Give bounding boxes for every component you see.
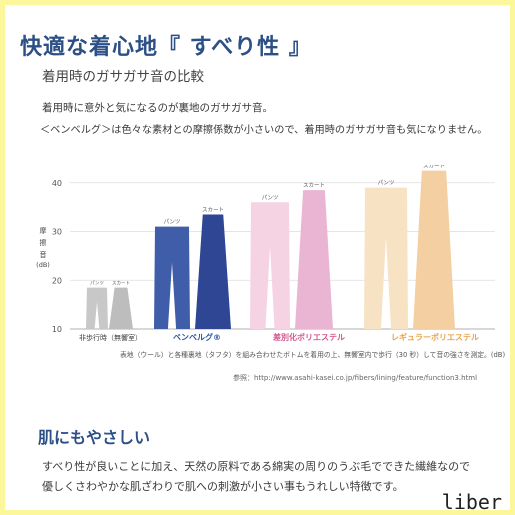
y-tick-label: 30 xyxy=(52,228,62,237)
section2-line-1: すべり性が良いことに加え、天然の原料である綿実の周りのうぶ毛でできた繊維なので xyxy=(42,460,471,473)
bar-label-pants: パンツ xyxy=(262,194,279,201)
y-tick-label: 10 xyxy=(52,325,62,334)
page-title: 快適な着心地『 すべり性 』 xyxy=(20,35,312,60)
watermark: liber xyxy=(441,490,502,514)
bar-label-skirt: スカート xyxy=(112,281,130,287)
bar-label-skirt: スカート xyxy=(303,182,325,189)
intro-line-2: ＜ベンベルグ＞は色々な素材との摩擦係数が小さいので、着用時のガサガサ音も気になり… xyxy=(40,125,488,136)
page-subtitle: 着用時のガサガサ音の比較 xyxy=(42,69,204,85)
bar-skirt xyxy=(413,170,455,329)
bar-label-pants: パンツ xyxy=(90,281,104,287)
y-axis-label: 音 xyxy=(40,250,47,259)
y-tick-label: 40 xyxy=(52,179,62,188)
y-tick-label: 20 xyxy=(52,276,62,285)
y-axis-label: 擦 xyxy=(40,238,47,247)
bar-pants xyxy=(154,226,190,329)
category-label: 非歩行時（無響室） xyxy=(79,333,142,342)
bar-skirt xyxy=(109,287,133,329)
section2-title: 肌にもやさしい xyxy=(38,428,151,447)
bar-label-skirt: スカート xyxy=(423,165,445,170)
y-axis-unit: (dB) xyxy=(36,261,50,269)
reference-link[interactable]: 参照：http://www.asahi-kasei.co.jp/fibers/l… xyxy=(233,374,478,382)
bar-pants xyxy=(86,287,108,329)
y-axis-label: 摩 xyxy=(40,226,47,235)
intro-line-1: 着用時に意外と気になるのが裏地のガサガサ音。 xyxy=(42,102,273,114)
bar-pants xyxy=(250,202,290,329)
bar-label-skirt: スカート xyxy=(202,206,224,213)
section2-line-2: 優しくさわやかな肌ざわりで肌への刺激が小さい事もうれしい特徴です。 xyxy=(42,480,404,493)
bar-skirt xyxy=(195,214,231,329)
category-label: レギュラーポリエステル xyxy=(391,332,479,342)
bar-skirt xyxy=(295,190,333,329)
bar-label-pants: パンツ xyxy=(378,180,395,187)
bar-label-pants: パンツ xyxy=(164,219,181,226)
chart-caption: 表地（ウール）と各種裏地（タフタ）を組み合わせたボトムを着用の上、無響室内で歩行… xyxy=(120,351,506,359)
category-label: ベンベルグ® xyxy=(173,332,221,342)
category-label: 差別化ポリエステル xyxy=(272,332,345,342)
bar-pants xyxy=(364,187,408,329)
